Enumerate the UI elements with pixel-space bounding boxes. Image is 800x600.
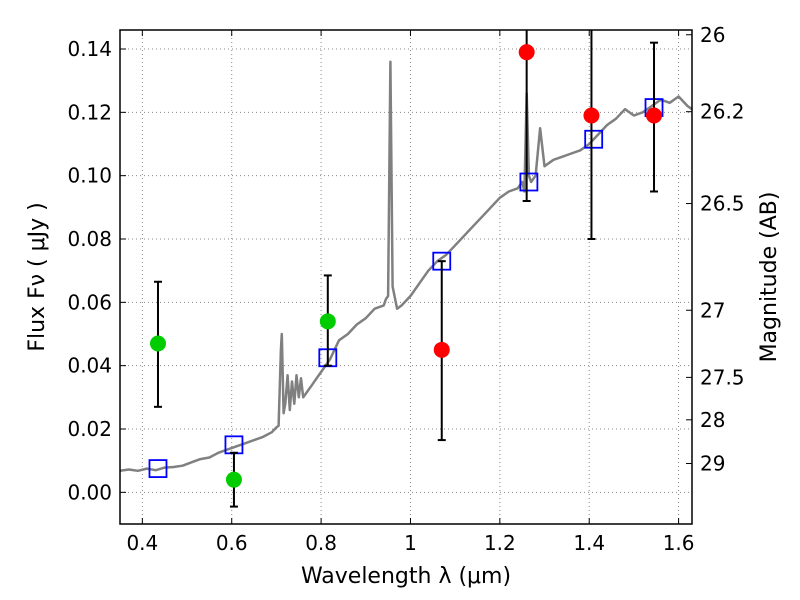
y-tick-label: 0.00 xyxy=(67,480,112,504)
model-photometry-square xyxy=(148,459,168,478)
y-tick-label: 0.06 xyxy=(67,290,112,314)
axis-ticks: 0.4 0.6 0.8 1 1.2 1.4 1.6 0.00 0.02 0.04 0.06 0.08 0… xyxy=(67,23,744,555)
model-photometry-square xyxy=(584,129,604,149)
y2-tick-label: 26.5 xyxy=(700,192,745,216)
y-tick-label: 0.04 xyxy=(67,354,112,378)
x-tick-label: 1.2 xyxy=(484,531,516,555)
y-tick-label: 0.10 xyxy=(67,164,112,188)
observed-flux-point xyxy=(319,313,336,330)
observed-flux-point xyxy=(583,107,600,124)
x-tick-label: 1 xyxy=(404,531,417,555)
y2-tick-label: 27.5 xyxy=(700,365,745,389)
y2-tick-label: 27 xyxy=(700,298,725,322)
x-tick-label: 1.4 xyxy=(573,531,605,555)
x-tick-label: 0.6 xyxy=(216,531,248,555)
y2-tick-label: 28 xyxy=(700,408,725,432)
x-tick-label: 0.4 xyxy=(126,531,158,555)
observed-flux-point xyxy=(225,471,242,488)
x-axis-title: Wavelength λ (μm) xyxy=(301,564,511,589)
y2-tick-label: 26.2 xyxy=(700,100,745,124)
y-tick-label: 0.14 xyxy=(67,37,112,61)
errorbar-layer xyxy=(149,30,663,508)
y-axis-title: Flux Fν ( μJy ) xyxy=(25,202,50,351)
plot-frame xyxy=(119,29,693,525)
observed-flux-point xyxy=(149,335,166,352)
y2-axis-title: Magnitude (AB) xyxy=(757,192,782,363)
y2-tick-label: 29 xyxy=(700,452,725,476)
y2-tick-label: 26 xyxy=(700,23,725,47)
observed-flux-point xyxy=(518,44,535,61)
y-tick-label: 0.12 xyxy=(67,100,112,124)
model-photometry-square xyxy=(519,172,539,192)
grid-lines xyxy=(120,30,692,524)
data-layer xyxy=(120,60,692,478)
x-tick-label: 0.8 xyxy=(305,531,337,555)
y-tick-label: 0.02 xyxy=(67,417,112,441)
y-tick-label: 0.08 xyxy=(67,227,112,251)
x-tick-label: 1.6 xyxy=(663,531,695,555)
observed-flux-point xyxy=(433,341,450,358)
sed-model-line xyxy=(120,60,692,473)
observed-flux-point xyxy=(646,107,663,124)
